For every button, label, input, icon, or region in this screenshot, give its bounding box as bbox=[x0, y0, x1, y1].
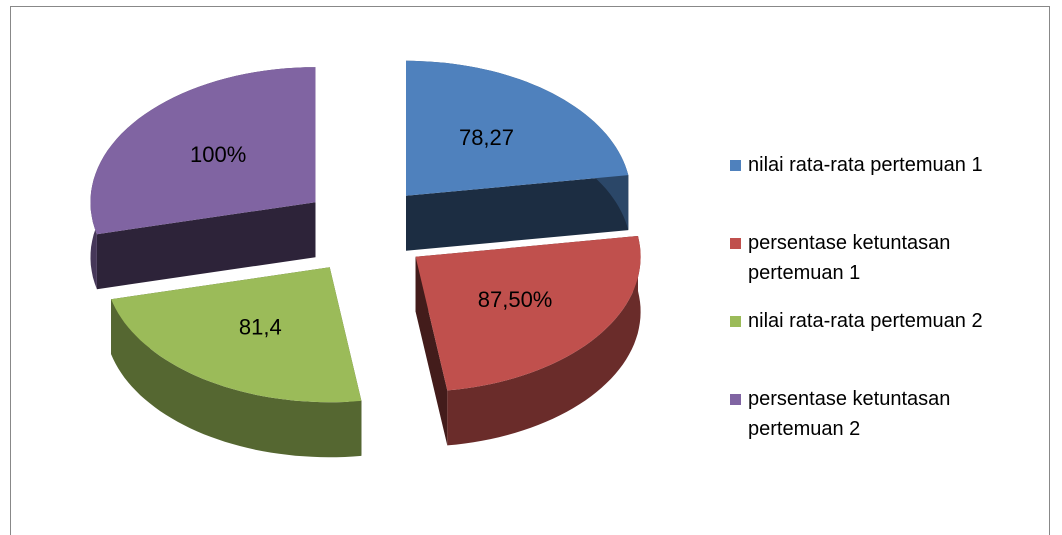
legend-label: persentase ketuntasan pertemuan 1 bbox=[748, 232, 951, 284]
legend-swatch bbox=[730, 238, 741, 249]
slice-edge bbox=[415, 256, 448, 446]
slice-edge bbox=[96, 202, 316, 290]
slice bbox=[90, 67, 316, 235]
legend-swatch bbox=[730, 160, 741, 171]
data-label: 78,27 bbox=[459, 125, 514, 150]
slice bbox=[406, 60, 629, 196]
legend-item: nilai rata-rata pertemuan 1 bbox=[730, 150, 1030, 228]
legend-label: nilai rata-rata pertemuan 2 bbox=[748, 310, 983, 332]
slice-rim bbox=[447, 236, 641, 446]
slice bbox=[415, 236, 641, 391]
legend-label: nilai rata-rata pertemuan 1 bbox=[748, 154, 983, 176]
chart-frame bbox=[10, 6, 1050, 535]
legend-item: nilai rata-rata pertemuan 2 bbox=[730, 306, 1030, 384]
legend-item: persentase ketuntasan pertemuan 2 bbox=[730, 384, 1030, 462]
legend-swatch bbox=[730, 394, 741, 405]
slice-edge bbox=[406, 175, 629, 251]
slice-rim bbox=[111, 299, 362, 458]
data-label: 100% bbox=[190, 142, 246, 167]
legend-item: persentase ketuntasan pertemuan 1 bbox=[730, 228, 1030, 306]
legend-label: persentase ketuntasan pertemuan 2 bbox=[748, 388, 951, 440]
data-label: 87,50% bbox=[478, 287, 553, 312]
legend: nilai rata-rata pertemuan 1 persentase ke… bbox=[730, 150, 1030, 462]
legend-swatch bbox=[730, 316, 741, 327]
slice bbox=[111, 267, 362, 403]
data-label: 81,4 bbox=[239, 315, 282, 340]
